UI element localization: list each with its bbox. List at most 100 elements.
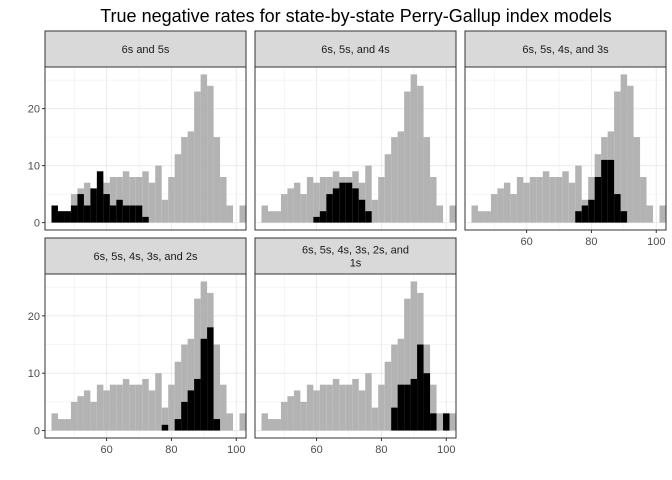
panel-border	[44, 273, 247, 439]
y-tick-label: 10	[28, 161, 40, 173]
histogram-bar-highlight	[142, 216, 149, 223]
histogram-bar-all	[542, 171, 550, 223]
facet-strip-label-line: 1s	[350, 258, 362, 270]
histogram-bar-highlight	[423, 373, 431, 431]
histogram-bar-all	[523, 182, 530, 223]
x-tick-label: 100	[227, 444, 245, 456]
histogram-bar-all	[226, 205, 234, 223]
histogram-bar-all	[83, 182, 91, 223]
x-tick-label: 80	[375, 444, 387, 456]
histogram-bar-all	[391, 344, 398, 431]
histogram-bar-all	[436, 205, 444, 223]
panel-border	[44, 66, 247, 231]
histogram-bar-all	[129, 384, 136, 431]
facet-strip	[44, 237, 247, 275]
histogram-bar-highlight	[116, 199, 123, 223]
histogram-bar-all	[562, 171, 569, 223]
histogram-bar-all	[378, 384, 385, 431]
histogram-bar-all	[83, 390, 91, 431]
histogram-bar-highlight	[135, 205, 143, 223]
histogram-bar-all	[627, 85, 634, 223]
histogram-bar-all	[614, 91, 621, 223]
histogram-bar-highlight	[200, 338, 208, 431]
histogram-bar-all	[226, 413, 234, 431]
histogram-bar-all	[352, 378, 359, 431]
histogram-bar-highlight	[620, 211, 628, 223]
histogram-bar-highlight	[313, 216, 320, 223]
histogram-bar-all	[306, 176, 314, 223]
histogram-bar-all	[148, 390, 156, 431]
facet-strip-label: 6s, 5s, 4s, and 3s	[522, 44, 609, 56]
histogram-bar-highlight	[601, 159, 608, 223]
histogram-bar-all	[261, 413, 268, 431]
histogram-bar-highlight	[339, 182, 346, 223]
histogram-bar-highlight	[345, 182, 353, 223]
histogram-bar-highlight	[161, 424, 169, 431]
histogram-bar-all	[575, 165, 582, 223]
y-tick-label: 0	[34, 426, 40, 438]
histogram-bar-all	[51, 413, 58, 431]
histogram-bar-highlight	[70, 205, 78, 223]
histogram-bar-all	[181, 137, 188, 223]
x-tick-label: 60	[100, 444, 112, 456]
histogram-bar-all	[129, 176, 136, 223]
histogram-bar-all	[404, 91, 411, 223]
histogram-bar-highlight	[410, 378, 418, 431]
histogram-bar-all	[529, 176, 537, 223]
histogram-bar-all	[319, 176, 327, 223]
histogram-bar-highlight	[122, 205, 130, 223]
histogram-bar-highlight	[391, 407, 398, 431]
histogram-bar-all	[326, 384, 333, 431]
histogram-bar-all	[417, 85, 424, 223]
x-tick-label: 60	[520, 236, 532, 248]
histogram-bar-all	[410, 281, 418, 431]
histogram-bar-all	[449, 413, 456, 431]
facet-strip-label-line: 6s and 5s	[122, 44, 170, 56]
histogram-bar-all	[633, 137, 641, 223]
x-tick-label: 100	[647, 236, 665, 248]
facet-panel: 6s, 5s, 4s, 3s, and 2s 0 10 20 60 80 100	[28, 237, 247, 456]
histogram-bar-all	[365, 373, 372, 431]
histogram-bar-highlight	[207, 327, 214, 431]
histogram-bar-all	[300, 194, 307, 223]
histogram-bar-all	[510, 194, 517, 223]
histogram-bar-all	[280, 194, 288, 223]
histogram-bar-all	[122, 378, 130, 431]
histogram-bar-all	[135, 176, 143, 223]
y-tick-label: 20	[28, 104, 40, 116]
histogram-bar-all	[490, 194, 498, 223]
histogram-bar-all	[274, 211, 281, 223]
histogram-bar-all	[313, 182, 320, 223]
histogram-bar-all	[436, 413, 444, 431]
histogram-bar-all	[174, 361, 182, 431]
histogram-bar-all	[646, 205, 654, 223]
histogram-bar-all	[287, 188, 294, 223]
histogram-bar-all	[371, 407, 379, 431]
histogram-bar-all	[239, 413, 246, 431]
facet-panel: 6s and 5s 0 10 20	[28, 30, 247, 231]
histogram-bar-all	[516, 176, 524, 223]
histogram-bar-highlight	[358, 199, 366, 223]
histogram-bar-all	[497, 188, 504, 223]
histogram-bar-highlight	[213, 419, 221, 431]
histogram-bar-all	[549, 176, 556, 223]
histogram-bar-highlight	[365, 211, 372, 223]
histogram-bar-all	[161, 199, 169, 223]
histogram-bar-highlight	[57, 211, 65, 223]
histogram-bar-all	[293, 390, 301, 431]
histogram-bar-all	[536, 176, 543, 223]
histogram-bar-highlight	[319, 211, 327, 223]
facet-strip-label-line: 6s, 5s, 4s, 3s, 2s, and	[302, 245, 409, 257]
histogram-bar-highlight	[443, 413, 450, 431]
histogram-bar-all	[274, 419, 281, 431]
histogram-bar-all	[620, 74, 628, 223]
histogram-bar-all	[122, 171, 130, 223]
histogram-bar-all	[109, 384, 117, 431]
histogram-bar-all	[384, 154, 392, 223]
histogram-bar-all	[397, 131, 405, 223]
histogram-bar-all	[220, 384, 227, 431]
histogram-bar-all	[96, 384, 104, 431]
histogram-bar-all	[239, 205, 246, 223]
histogram-bar-all	[306, 384, 314, 431]
histogram-bar-all	[155, 165, 162, 223]
